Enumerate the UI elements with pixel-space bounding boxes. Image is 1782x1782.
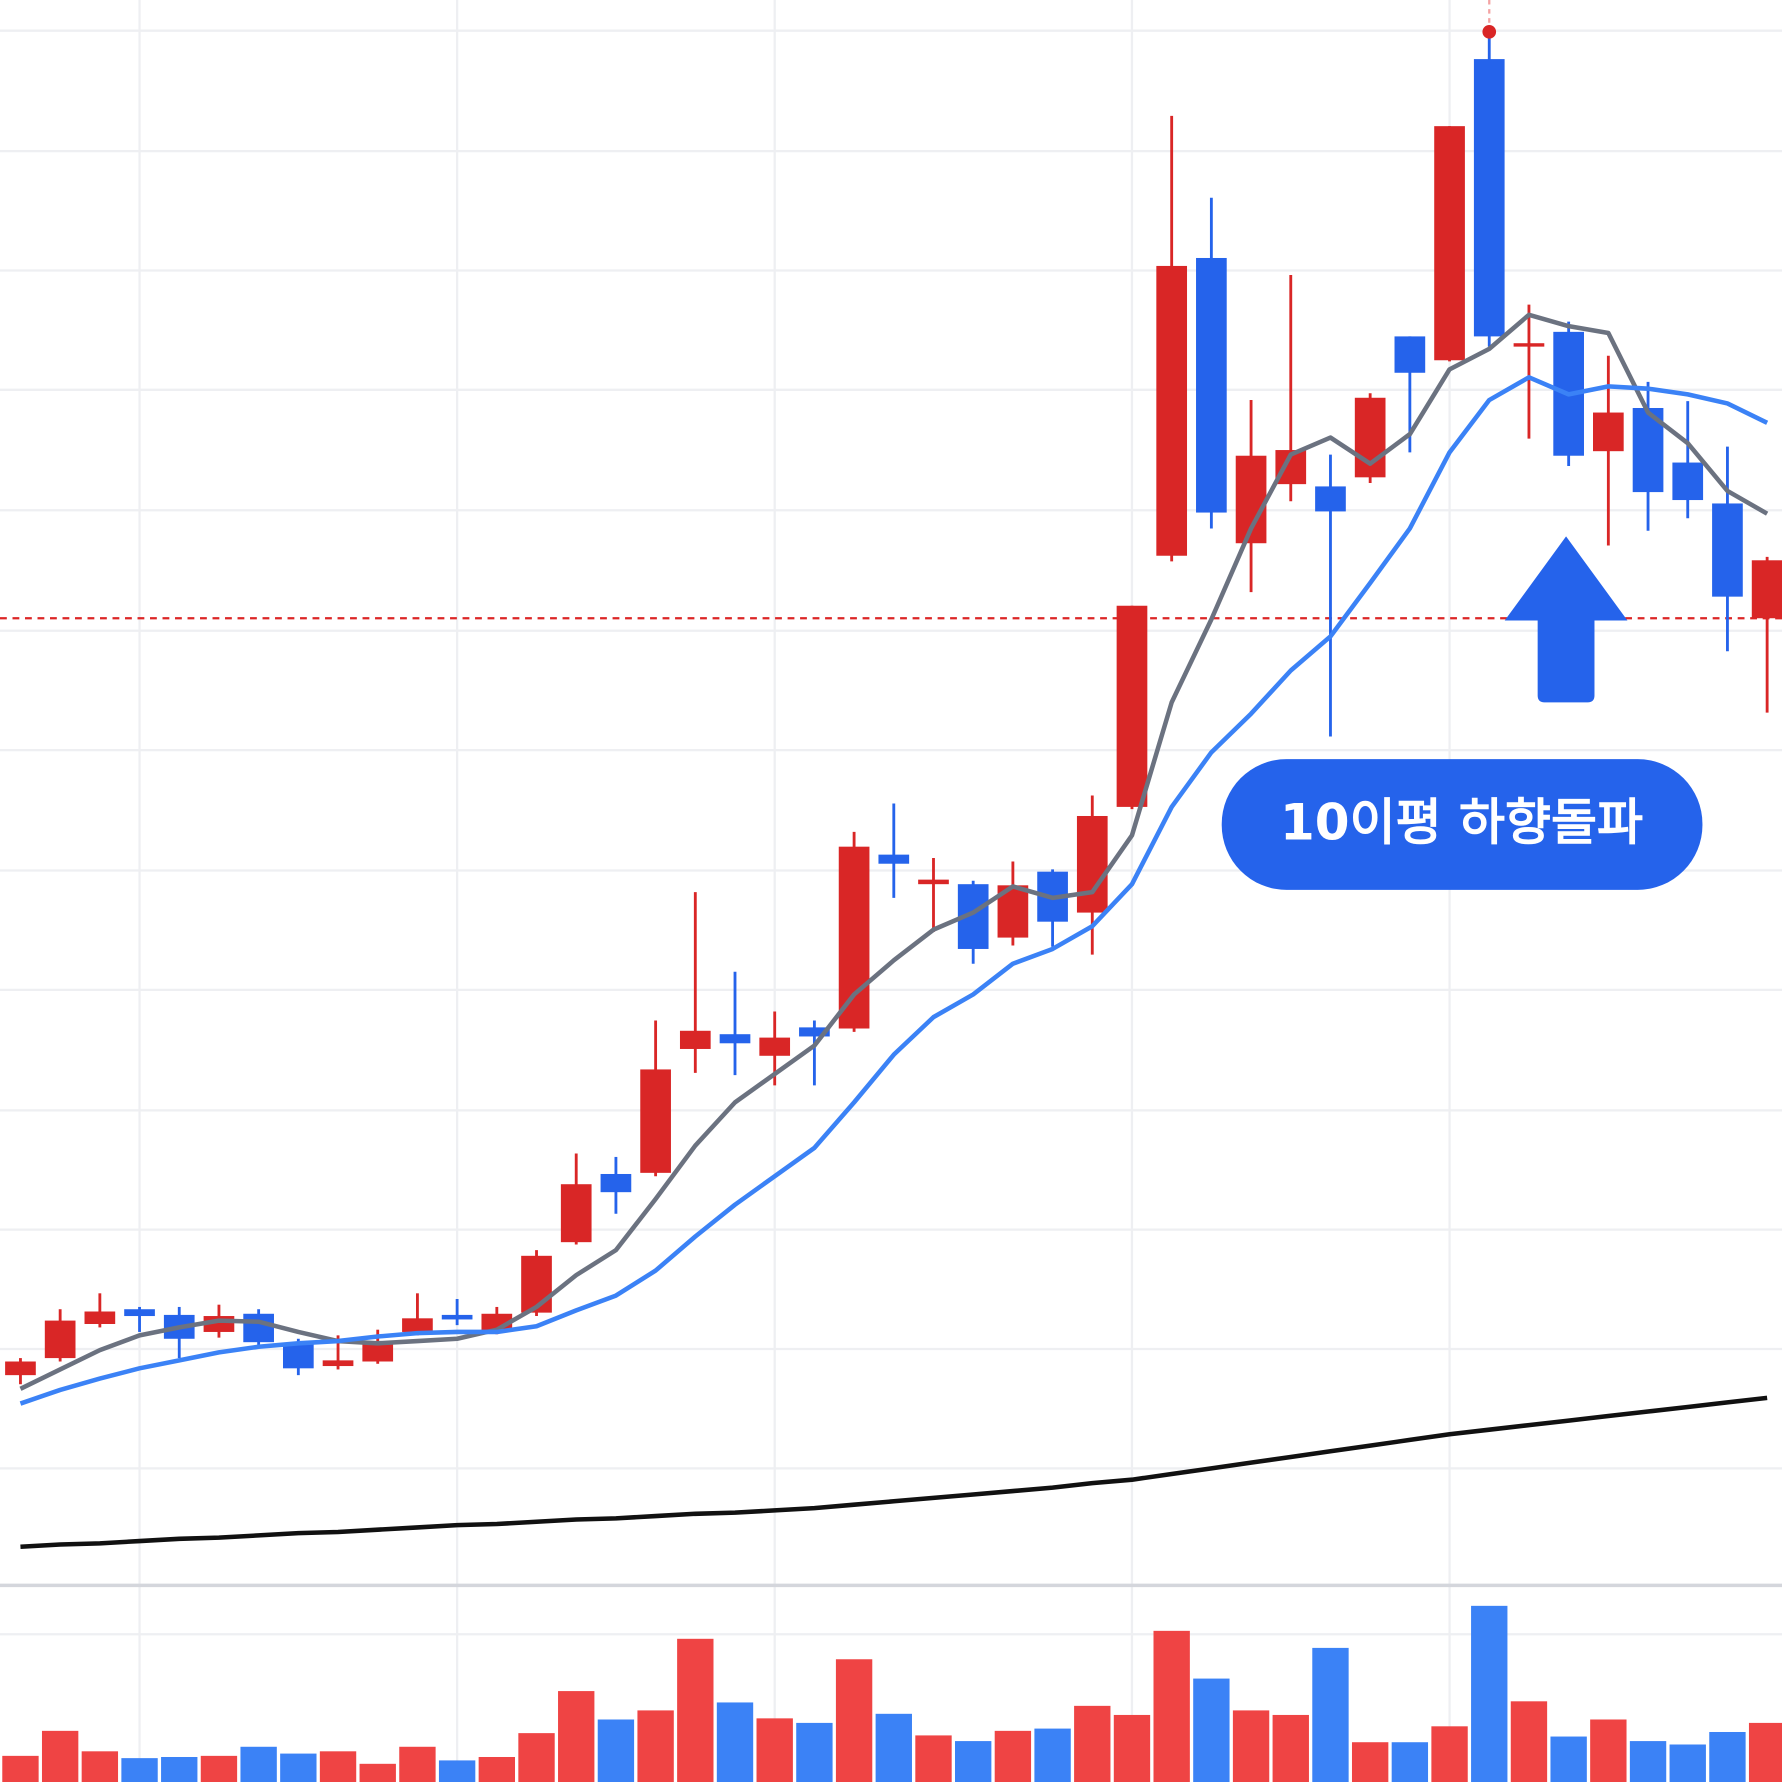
candle-body	[44, 1320, 76, 1359]
volume-bar	[518, 1733, 555, 1782]
candle-body	[282, 1343, 314, 1369]
volume-bar	[558, 1691, 595, 1782]
candle-body	[1593, 412, 1624, 452]
candle-body	[799, 1027, 830, 1037]
volume-bar	[399, 1746, 436, 1782]
volume-bar	[1034, 1728, 1071, 1782]
volume-bar	[1471, 1605, 1508, 1782]
candle-body	[838, 846, 870, 1029]
volume-bar	[1391, 1742, 1429, 1782]
candle-body	[640, 1069, 671, 1173]
volume-bar	[2, 1755, 39, 1782]
annotation-text: 10이평 하향돌파	[1280, 794, 1643, 852]
candle-body	[1315, 486, 1346, 512]
candle-body	[521, 1255, 552, 1313]
candle-body	[1156, 265, 1188, 556]
candle-body	[1394, 336, 1426, 373]
volume-bar	[359, 1763, 396, 1782]
volume-bar	[41, 1730, 79, 1782]
moving-average	[19, 375, 1769, 1406]
candle-body	[124, 1309, 155, 1317]
candle-body	[1116, 605, 1148, 807]
arrow-up	[1504, 536, 1628, 703]
candle-body	[243, 1313, 274, 1343]
volume-bar	[835, 1659, 873, 1782]
volume-bar	[1629, 1741, 1667, 1782]
volume-bar	[1748, 1722, 1782, 1782]
volume-bar	[915, 1735, 952, 1782]
volume-bar	[1550, 1736, 1587, 1782]
volume-bar	[240, 1746, 277, 1782]
high-marker	[1482, 25, 1497, 39]
candle-body	[441, 1314, 473, 1320]
volume-bar	[1232, 1710, 1270, 1782]
volume-bar	[81, 1751, 119, 1782]
volume-bar	[796, 1722, 833, 1782]
volume-bar	[875, 1713, 912, 1782]
volume-bar	[1669, 1744, 1706, 1782]
candle-body	[84, 1311, 116, 1324]
moving-average	[20, 1395, 1768, 1550]
candle-body	[402, 1318, 433, 1332]
volume-bar	[478, 1756, 516, 1782]
candle-body	[1672, 462, 1704, 501]
volume-bar	[161, 1756, 198, 1782]
candle-body	[1196, 257, 1227, 513]
volume-bar	[280, 1753, 317, 1782]
volume-bar	[1590, 1719, 1627, 1782]
volume-bar	[1312, 1647, 1349, 1782]
volume-bar	[1431, 1726, 1468, 1782]
volume-bar	[1510, 1701, 1548, 1782]
candle-body	[1473, 59, 1505, 337]
volume-bar	[200, 1755, 238, 1782]
candle-body	[5, 1361, 36, 1376]
moving-average	[19, 312, 1769, 1391]
volume-bar	[1351, 1742, 1389, 1782]
volume-bar	[121, 1758, 158, 1782]
candle-body	[1076, 815, 1108, 913]
volume-bar	[597, 1719, 635, 1782]
volume-bar	[1074, 1705, 1111, 1782]
volume-bar	[1113, 1714, 1151, 1782]
volume-bar	[1193, 1678, 1230, 1782]
candle-body	[918, 879, 949, 885]
volume-bar	[955, 1741, 992, 1782]
candle-body	[600, 1173, 632, 1193]
candle-body	[1712, 503, 1743, 597]
candle-body	[679, 1030, 711, 1049]
annotation: 10이평 하향돌파	[1221, 536, 1703, 890]
volume-bar	[637, 1710, 674, 1782]
candle-body	[322, 1360, 354, 1367]
volume-bar	[1709, 1731, 1746, 1782]
volume-bar	[677, 1638, 714, 1782]
candle-body	[1751, 560, 1782, 619]
candle-body	[759, 1037, 791, 1056]
volume-bar	[994, 1730, 1032, 1782]
volume-bar	[319, 1751, 357, 1782]
volume-bar	[438, 1760, 476, 1782]
candle-body	[1434, 126, 1465, 361]
candle-body	[362, 1343, 394, 1362]
candle-body	[878, 854, 910, 864]
volume-bar	[756, 1718, 793, 1782]
candle-body	[719, 1034, 751, 1044]
annotation-pill	[1221, 759, 1703, 890]
candle-body	[560, 1184, 592, 1243]
volume-bar	[1272, 1714, 1309, 1782]
volume-bar	[1153, 1630, 1190, 1782]
candle-body	[1513, 343, 1545, 347]
volume-bar	[716, 1702, 754, 1782]
